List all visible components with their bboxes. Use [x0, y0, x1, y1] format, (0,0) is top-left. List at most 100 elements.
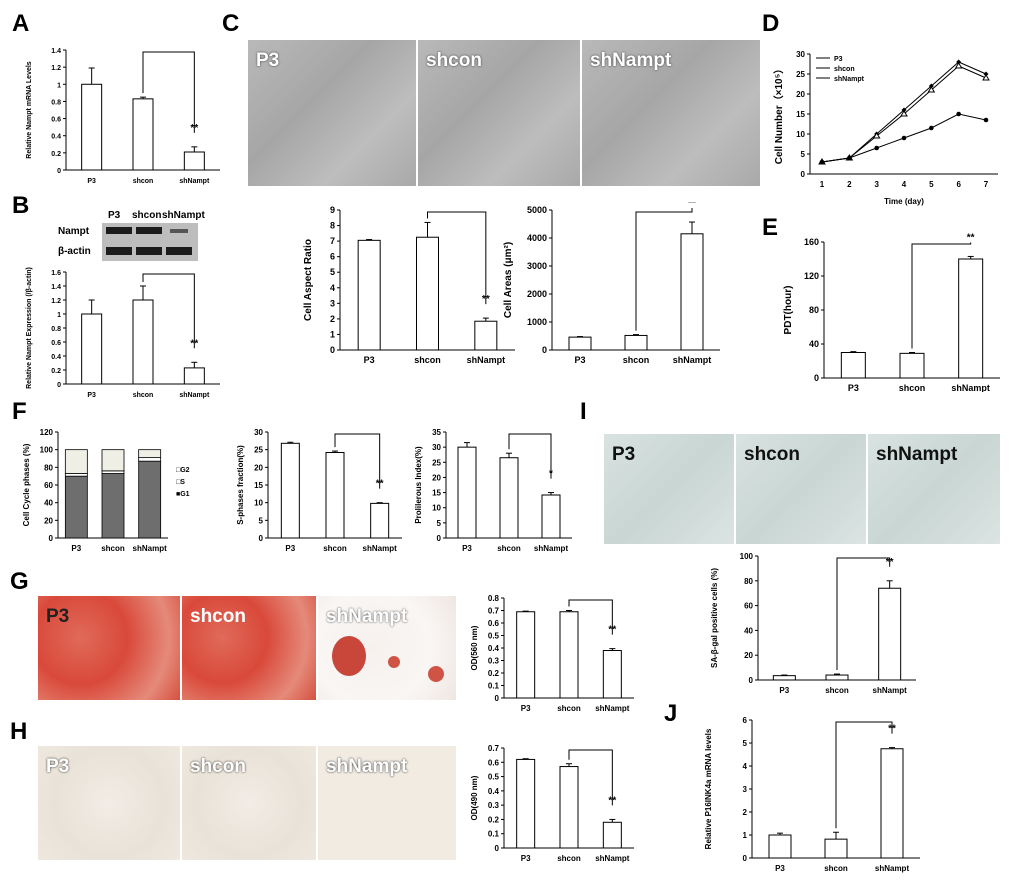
d-x-tick-label: 4: [902, 180, 907, 189]
d-point: [819, 159, 825, 165]
micrograph-i-shcon: shcon: [736, 434, 866, 544]
g-significance-bracket: [568, 599, 613, 635]
i-x-tick-label: shcon: [825, 686, 849, 695]
blot-lane-shnampt: shNampt: [162, 210, 205, 221]
d-y-tick-label: 25: [796, 70, 805, 79]
c2-x-tick-label: P3: [574, 355, 585, 365]
b-x-tick-label: shNampt: [179, 392, 210, 399]
g-bar: [516, 611, 536, 699]
g-y-tick-label: 0.5: [488, 632, 500, 641]
micrograph-h-shcon: shcon: [182, 746, 316, 860]
chart-e-pdt: 0 40 80 120 160 PDT(hour) P3 shcon shNampt **: [783, 232, 1000, 392]
g-y-tick-label: 0.4: [488, 644, 500, 653]
j-bar: [824, 838, 848, 859]
g-bar: [602, 650, 622, 699]
c1-x-tick-label: P3: [364, 355, 375, 365]
a-x-tick-label: shcon: [133, 178, 154, 185]
h-x-tick-label: shNampt: [595, 854, 630, 863]
i-significance-mark: **: [886, 557, 894, 568]
chart-h-od490: 0 0.1 0.2 0.3 0.4 0.5 0.6 0.7 OD(490 nm) P3 shcon s…: [470, 744, 634, 863]
f2-y-tick-label: 0: [259, 534, 264, 543]
c2-x-tick-label: shNampt: [673, 355, 712, 365]
c2-significance-mark: **: [688, 202, 696, 209]
h-y-tick-label: 0.1: [488, 830, 500, 839]
b-y-label: Relative Nampt Expression (/β-actin): [26, 267, 33, 389]
h-x-tick-label: shcon: [557, 854, 581, 863]
chart-f-proliferous: 0 5 10 15 20 25 30 35 Prolilerous Index(%) P3 shco…: [414, 428, 572, 553]
a-significance-mark: **: [190, 123, 198, 134]
f3-bar: [541, 494, 561, 539]
f3-y-tick-label: 15: [432, 489, 441, 498]
i-y-tick-label: 60: [744, 602, 753, 611]
j-y-tick-label: 4: [743, 762, 748, 771]
d-x-tick-label: 7: [984, 180, 989, 189]
micrograph-g-p3: P3: [38, 596, 180, 700]
chart-c-cell-areas: 0 1000 2000 3000 4000 5000 Cell Areas (μm²) P3 s…: [503, 202, 720, 365]
f2-significance-mark: **: [376, 479, 384, 490]
c1-y-tick-label: 9: [330, 205, 335, 215]
b-y-tick-label: 0.6: [51, 340, 61, 347]
c2-bar: [624, 334, 648, 351]
c2-y-tick-label: 3000: [527, 261, 547, 271]
j-y-tick-label: 1: [743, 831, 748, 840]
micrograph-c-p3: P3: [248, 40, 416, 186]
c2-y-tick-label: 2000: [527, 289, 547, 299]
panel-letter-j: J: [664, 700, 678, 727]
b-y-tick-label: 1.6: [51, 270, 61, 277]
j-x-tick-label: P3: [775, 864, 785, 873]
h-bar: [559, 766, 579, 849]
g-y-tick-label: 0.3: [488, 657, 500, 666]
f1-legend-entry: □G2: [176, 467, 190, 474]
e-y-tick-label: 120: [804, 271, 819, 281]
panel-letter-i: I: [580, 398, 587, 425]
panel-letter-b: B: [12, 192, 30, 219]
d-point: [956, 59, 962, 65]
a-x-tick-label: P3: [87, 178, 96, 185]
d-x-tick-label: 3: [874, 180, 879, 189]
c2-bar: [680, 233, 704, 351]
c1-bar: [357, 239, 381, 351]
b-x-tick-label: shcon: [133, 392, 154, 399]
a-x-tick-label: shNampt: [179, 178, 210, 185]
j-significance-bracket: [835, 721, 893, 829]
chart-i-sa-beta-gal: 0 20 40 60 80 100 SA-β-gal positive cells (%) P…: [710, 552, 916, 695]
f1-y-tick-label: 100: [40, 446, 54, 455]
j-y-label: Relative P16INK4a mRNA levels: [704, 728, 713, 849]
b-y-tick-label: 1.4: [51, 284, 61, 291]
d-point: [900, 110, 908, 117]
d-y-tick-label: 5: [801, 150, 806, 159]
f2-bar: [370, 502, 390, 539]
a-y-tick-label: 1.4: [51, 48, 61, 55]
f3-y-tick-label: 5: [437, 519, 442, 528]
f3-significance-mark: *: [549, 469, 553, 480]
h-y-tick-label: 0.3: [488, 801, 500, 810]
blot-row-nampt: Nampt: [58, 226, 90, 237]
h-y-label: OD(490 nm): [470, 775, 479, 820]
j-significance-mark: **: [888, 724, 896, 735]
j-x-tick-label: shNampt: [875, 864, 910, 873]
c1-y-tick-label: 6: [330, 252, 335, 262]
f1-y-tick-label: 80: [44, 463, 53, 472]
c1-y-tick-label: 3: [330, 298, 335, 308]
g-y-tick-label: 0: [495, 694, 500, 703]
chart-f-cell-cycle: 0 20 40 60 80 100 120 Cell Cycle phases (%) P3 sh…: [22, 428, 190, 553]
j-x-tick-label: shcon: [824, 864, 848, 873]
f1-bar-g2: [138, 449, 162, 459]
a-y-tick-label: 0.8: [51, 99, 61, 106]
d-x-tick-label: 5: [929, 180, 934, 189]
g-y-tick-label: 0.6: [488, 619, 500, 628]
i-significance-bracket: [836, 557, 891, 671]
chart-j-p16-mrna: 0 1 2 3 4 5 6 Relative P16INK4a mRNA levels P3 sh…: [704, 716, 920, 873]
a-y-tick-label: 0: [57, 168, 61, 175]
i-x-tick-label: P3: [779, 686, 789, 695]
f1-legend-entry: □S: [176, 479, 185, 486]
f2-y-tick-label: 25: [254, 446, 263, 455]
micrograph-i-shnampt: shNampt: [868, 434, 1000, 544]
b-bar: [81, 313, 103, 385]
micrograph-h-p3: P3: [38, 746, 180, 860]
f1-bar-g1: [101, 473, 125, 539]
i-y-tick-label: 20: [744, 651, 753, 660]
g-x-tick-label: P3: [521, 704, 531, 713]
d-point: [929, 125, 934, 131]
f1-x-tick-label: P3: [71, 544, 81, 553]
